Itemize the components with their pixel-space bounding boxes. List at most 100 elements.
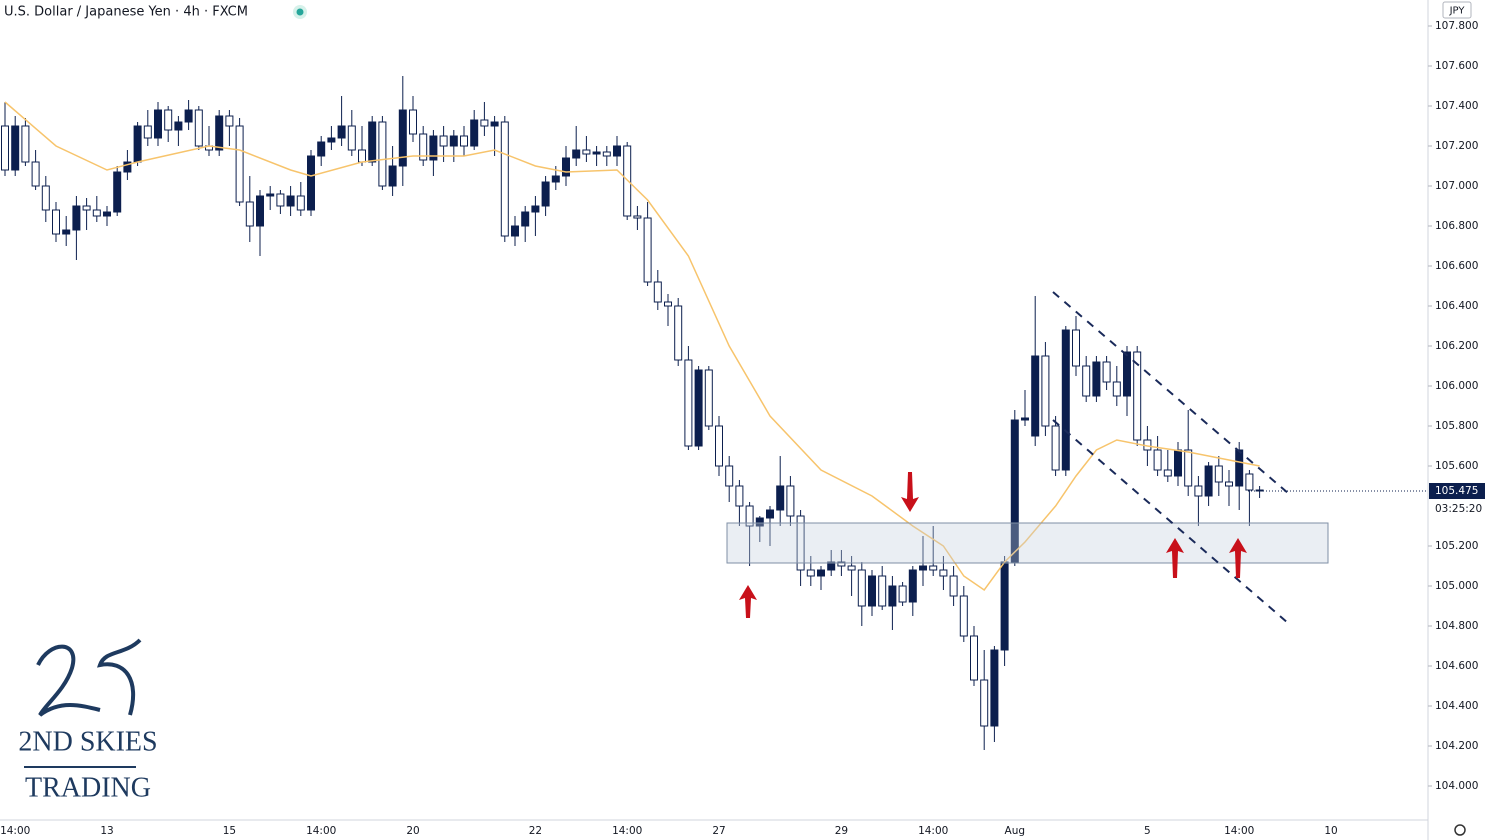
arrow-up bbox=[739, 585, 757, 618]
candle-body bbox=[1123, 351, 1131, 397]
candle-body bbox=[327, 137, 336, 143]
logo-text: 2ND SKIES bbox=[18, 726, 157, 757]
currency-box[interactable] bbox=[1442, 1, 1472, 19]
candle-body bbox=[276, 193, 285, 207]
y-tick-label: 107.800 bbox=[1435, 20, 1478, 32]
last-price-label: 105.475 bbox=[1435, 485, 1478, 497]
candle-body bbox=[827, 561, 836, 571]
candle-body bbox=[429, 135, 438, 161]
y-tick-label: 105.200 bbox=[1435, 540, 1478, 552]
candle-body bbox=[1204, 465, 1213, 497]
candle-body bbox=[1072, 329, 1080, 367]
candle-body bbox=[296, 195, 305, 211]
candle-body bbox=[857, 569, 866, 607]
candle-body bbox=[419, 133, 428, 161]
candle-body bbox=[286, 195, 295, 207]
candle-body bbox=[470, 119, 479, 147]
candle-body bbox=[194, 109, 203, 147]
y-tick-label: 107.200 bbox=[1435, 140, 1478, 152]
countdown: 03:25:20 bbox=[1435, 503, 1482, 515]
x-tick-label: 14:00 bbox=[918, 825, 948, 837]
candle-body bbox=[602, 151, 611, 157]
arrow-up bbox=[1166, 538, 1184, 578]
candle-body bbox=[123, 161, 132, 173]
candle-body bbox=[347, 125, 356, 151]
candle-body bbox=[388, 165, 397, 187]
candle-body bbox=[1184, 449, 1193, 487]
arrow-down bbox=[901, 472, 919, 512]
x-tick-label: 22 bbox=[529, 825, 542, 837]
candle-body bbox=[1102, 361, 1111, 383]
candle-body bbox=[62, 229, 71, 235]
candles bbox=[1, 76, 1264, 750]
y-tick-label: 105.000 bbox=[1435, 580, 1478, 592]
y-tick-label: 106.600 bbox=[1435, 260, 1478, 272]
candle-body bbox=[154, 109, 162, 139]
candle-body bbox=[643, 217, 652, 283]
candle-body bbox=[817, 569, 825, 577]
candle-body bbox=[1235, 449, 1244, 487]
channel-lower bbox=[1052, 419, 1289, 624]
candle-body bbox=[480, 119, 489, 127]
y-tick-label: 107.400 bbox=[1435, 100, 1478, 112]
y-tick-label: 106.400 bbox=[1435, 300, 1478, 312]
drawings bbox=[726, 291, 1329, 624]
candle-body bbox=[235, 125, 244, 203]
x-tick-label: 15 bbox=[223, 825, 236, 837]
candle-body bbox=[103, 211, 111, 217]
moving-average bbox=[4, 101, 1260, 592]
candle-body bbox=[1163, 469, 1172, 477]
candle-body bbox=[1092, 361, 1101, 397]
candle-body bbox=[908, 569, 917, 603]
x-tick-label: 29 bbox=[835, 825, 848, 837]
candle-body bbox=[1000, 561, 1009, 651]
candle-body bbox=[715, 425, 723, 467]
candle-body bbox=[521, 211, 530, 227]
x-tick-label: 10 bbox=[1324, 825, 1337, 837]
candle-body bbox=[174, 121, 183, 131]
candle-body bbox=[1010, 419, 1019, 563]
candle-body bbox=[613, 145, 621, 157]
candle-body bbox=[511, 225, 519, 237]
settings-icon[interactable] bbox=[1454, 824, 1466, 836]
candle-body bbox=[551, 175, 560, 183]
candle-body bbox=[307, 155, 315, 211]
candle-body bbox=[562, 157, 570, 177]
logo-mark bbox=[97, 638, 142, 716]
candle-body bbox=[970, 635, 978, 681]
logo: 2ND SKIES TRADING bbox=[18, 638, 158, 803]
y-tick-label: 104.800 bbox=[1435, 620, 1478, 632]
candle-body bbox=[41, 185, 50, 211]
candle-body bbox=[439, 135, 448, 147]
candle-body bbox=[358, 149, 366, 163]
y-tick-label: 105.600 bbox=[1435, 460, 1478, 472]
candle-body bbox=[490, 121, 499, 127]
chart-title: U.S. Dollar / Japanese Yen · 4h · FXCM bbox=[4, 5, 248, 20]
candle-body bbox=[225, 115, 234, 127]
candle-body bbox=[245, 201, 254, 227]
candle-body bbox=[1112, 381, 1121, 397]
candle-body bbox=[398, 109, 407, 167]
candle-body bbox=[184, 109, 193, 123]
last-price-box bbox=[1429, 483, 1485, 499]
y-tick-label: 104.400 bbox=[1435, 700, 1478, 712]
candle-body bbox=[1133, 351, 1142, 441]
x-tick-label: 14:00 bbox=[1224, 825, 1254, 837]
candle-body bbox=[919, 565, 927, 571]
y-tick-label: 107.000 bbox=[1435, 180, 1478, 192]
candle-body bbox=[674, 305, 683, 361]
candle-body bbox=[704, 369, 713, 427]
candle-body bbox=[572, 149, 581, 159]
x-tick-label: 14:00 bbox=[0, 825, 30, 837]
candle-body bbox=[31, 161, 40, 187]
candle-body bbox=[378, 121, 387, 187]
candle-body bbox=[1041, 355, 1050, 427]
y-tick-label: 104.600 bbox=[1435, 660, 1478, 672]
candle-body bbox=[592, 151, 601, 155]
candle-body bbox=[1021, 417, 1029, 421]
candle-body bbox=[1082, 365, 1091, 397]
candle-body bbox=[82, 205, 91, 211]
candle-body bbox=[684, 359, 693, 447]
